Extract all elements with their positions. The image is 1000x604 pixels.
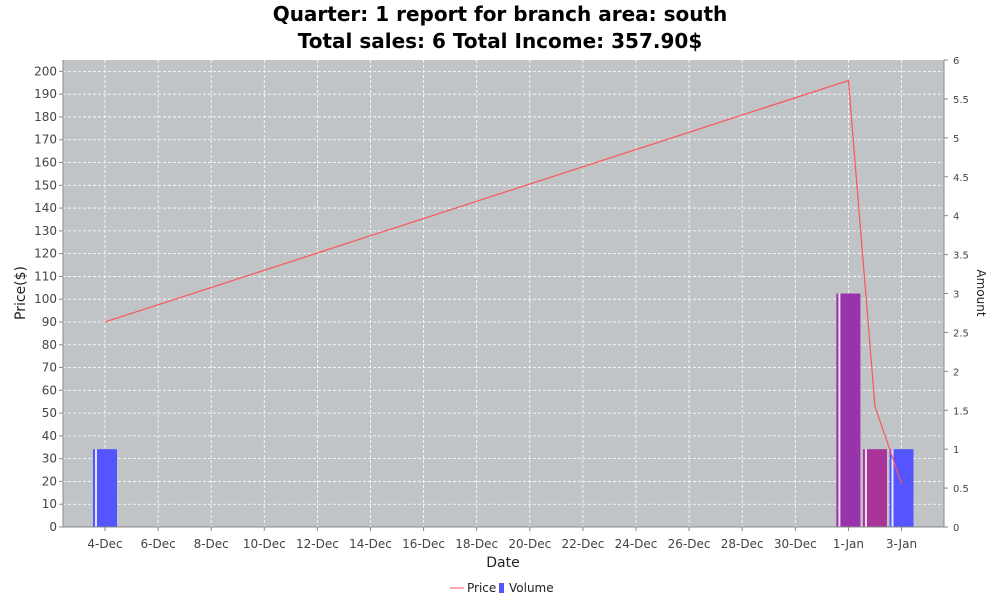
y-tick-label: 120 [34, 247, 57, 261]
plot-area [63, 60, 944, 527]
y2-tick-label: 2 [953, 367, 959, 378]
y2-tick-label: 3.5 [953, 251, 969, 262]
y-tick-label: 60 [42, 383, 57, 397]
x-axis-label: Date [486, 555, 519, 571]
y2-tick-label: 4 [953, 212, 959, 223]
y-tick-label: 140 [34, 201, 57, 215]
volume-bar [93, 449, 117, 527]
chart-title-line2: Total sales: 6 Total Income: 357.90$ [298, 29, 703, 53]
y-tick-label: 10 [42, 497, 57, 511]
y-tick-label: 30 [42, 452, 57, 466]
x-tick-label: 14-Dec [349, 537, 392, 551]
y-tick-label: 50 [42, 406, 57, 420]
volume-bar [836, 293, 861, 527]
y2-axis-label: Amount [974, 269, 988, 316]
volume-bar-highlight [891, 449, 894, 527]
x-tick-label: 18-Dec [455, 537, 498, 551]
y-tick-label: 170 [34, 133, 57, 147]
y-tick-label: 160 [34, 156, 57, 170]
axes: 0102030405060708090100110120130140150160… [34, 56, 969, 551]
x-tick-label: 20-Dec [508, 537, 551, 551]
y2-tick-label: 2.5 [953, 328, 969, 339]
legend-price-label: Price [467, 581, 496, 595]
y2-tick-label: 0.5 [953, 484, 969, 495]
y-tick-label: 20 [42, 474, 57, 488]
y-tick-label: 40 [42, 429, 57, 443]
gridlines [63, 60, 944, 528]
chart-title-line1: Quarter: 1 report for branch area: south [273, 2, 728, 26]
legend: Price Volume [450, 581, 554, 595]
y-tick-label: 80 [42, 338, 57, 352]
y2-tick-label: 0 [953, 523, 959, 534]
volume-bars [93, 293, 914, 527]
x-tick-label: 3-Jan [886, 537, 917, 551]
y2-tick-label: 3 [953, 290, 959, 301]
y-tick-label: 150 [34, 178, 57, 192]
x-tick-label: 4-Dec [87, 537, 122, 551]
price-line [104, 79, 903, 484]
legend-volume-swatch [499, 583, 504, 593]
price-line-layer [104, 79, 903, 484]
legend-volume-label: Volume [509, 581, 554, 595]
y-tick-label: 180 [34, 110, 57, 124]
x-tick-label: 26-Dec [668, 537, 711, 551]
y-tick-label: 90 [42, 315, 57, 329]
x-tick-label: 16-Dec [402, 537, 445, 551]
y-axis-label: Price($) [13, 266, 29, 320]
y2-tick-label: 1.5 [953, 406, 969, 417]
y-tick-label: 130 [34, 224, 57, 238]
volume-bar [862, 449, 887, 527]
x-tick-label: 30-Dec [774, 537, 817, 551]
x-tick-label: 28-Dec [721, 537, 764, 551]
y2-tick-label: 5.5 [953, 95, 969, 106]
y-tick-label: 190 [34, 87, 57, 101]
x-tick-label: 1-Jan [833, 537, 864, 551]
y2-tick-label: 1 [953, 445, 959, 456]
y2-tick-label: 4.5 [953, 173, 969, 184]
x-tick-label: 22-Dec [561, 537, 604, 551]
y2-tick-label: 6 [953, 56, 959, 67]
y-tick-label: 100 [34, 292, 57, 306]
x-tick-label: 6-Dec [141, 537, 176, 551]
x-tick-label: 12-Dec [296, 537, 339, 551]
y-tick-label: 200 [34, 64, 57, 78]
x-tick-label: 8-Dec [194, 537, 229, 551]
y-tick-label: 70 [42, 361, 57, 375]
volume-bar-highlight [864, 449, 867, 527]
y-tick-label: 110 [34, 269, 57, 283]
x-tick-label: 24-Dec [615, 537, 658, 551]
volume-bar-highlight [838, 293, 841, 527]
x-tick-label: 10-Dec [243, 537, 286, 551]
volume-bar-highlight [95, 449, 97, 527]
y-tick-label: 0 [49, 520, 57, 534]
y2-tick-label: 5 [953, 134, 959, 145]
